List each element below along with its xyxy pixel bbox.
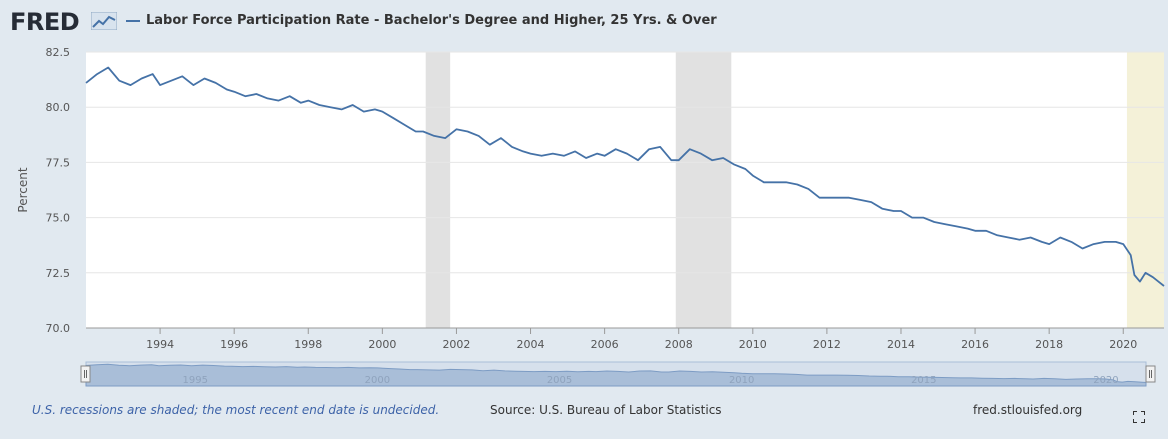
x-tick-label: 2006 xyxy=(591,338,619,351)
x-tick-label: 1998 xyxy=(294,338,322,351)
y-tick-label: 82.5 xyxy=(46,46,71,59)
x-tick-label: 2002 xyxy=(442,338,470,351)
trend-chart-icon xyxy=(91,12,117,30)
y-axis: 70.0 72.5 75.0 77.5 80.0 82.5 xyxy=(46,46,71,335)
navigator-label: 2020 xyxy=(1093,375,1118,386)
x-tick-label: 2020 xyxy=(1109,338,1137,351)
navigator-left-handle[interactable] xyxy=(80,365,91,383)
y-tick-label: 77.5 xyxy=(46,156,71,169)
header: FRED Labor Force Participation Rate - Ba… xyxy=(0,0,1168,46)
source-text: Source: U.S. Bureau of Labor Statistics xyxy=(490,403,722,417)
y-axis-label: Percent xyxy=(16,167,30,212)
navigator-label: 2000 xyxy=(365,375,390,386)
navigator-label: 1995 xyxy=(183,375,208,386)
series-legend-swatch xyxy=(126,20,140,22)
x-tick-label: 2014 xyxy=(887,338,915,351)
plot-background xyxy=(86,52,1164,328)
chart-area: 70.0 72.5 75.0 77.5 80.0 82.5 1994 1996 1998 200… xyxy=(16,46,1165,387)
series-line-group xyxy=(85,66,1165,287)
x-tick-label: 2010 xyxy=(739,338,767,351)
navigator-series-area xyxy=(85,363,1147,387)
recession-band-1 xyxy=(675,52,732,328)
navigator-label: 2015 xyxy=(911,375,936,386)
x-tick-label: 2016 xyxy=(961,338,989,351)
fred-logo[interactable]: FRED xyxy=(10,8,80,36)
y-tick-label: 75.0 xyxy=(46,212,71,225)
x-tick-label: 2000 xyxy=(368,338,396,351)
navigator[interactable]: 1995 2000 2005 2010 2015 2020 xyxy=(80,361,1156,387)
x-tick-label: 2008 xyxy=(665,338,693,351)
navigator-label: 2010 xyxy=(729,375,754,386)
x-axis: 1994 1996 1998 2000 2002 2004 2006 2008 2010 2012… xyxy=(86,327,1164,351)
y-tick-label: 80.0 xyxy=(46,101,71,114)
navigator-label: 2005 xyxy=(547,375,572,386)
navigator-axis-labels: 1995 2000 2005 2010 2015 2020 xyxy=(183,375,1119,386)
fullscreen-icon[interactable] xyxy=(1133,411,1145,423)
x-tick-label: 1996 xyxy=(220,338,248,351)
y-tick-label: 72.5 xyxy=(46,267,71,280)
navigator-right-handle[interactable] xyxy=(1145,365,1156,383)
series-line-0 xyxy=(85,66,1165,287)
chart-title: Labor Force Participation Rate - Bachelo… xyxy=(146,13,717,28)
x-tick-label: 2012 xyxy=(813,338,841,351)
x-tick-label: 1994 xyxy=(146,338,174,351)
x-tick-label: 2018 xyxy=(1035,338,1063,351)
fred-link[interactable]: fred.stlouisfed.org xyxy=(973,403,1083,417)
y-tick-label: 70.0 xyxy=(46,322,71,335)
recession-band-0 xyxy=(425,52,451,328)
x-tick-label: 2004 xyxy=(517,338,545,351)
recession-note: U.S. recessions are shaded; the most rec… xyxy=(32,403,440,417)
undecided-recession-band xyxy=(1126,52,1164,328)
